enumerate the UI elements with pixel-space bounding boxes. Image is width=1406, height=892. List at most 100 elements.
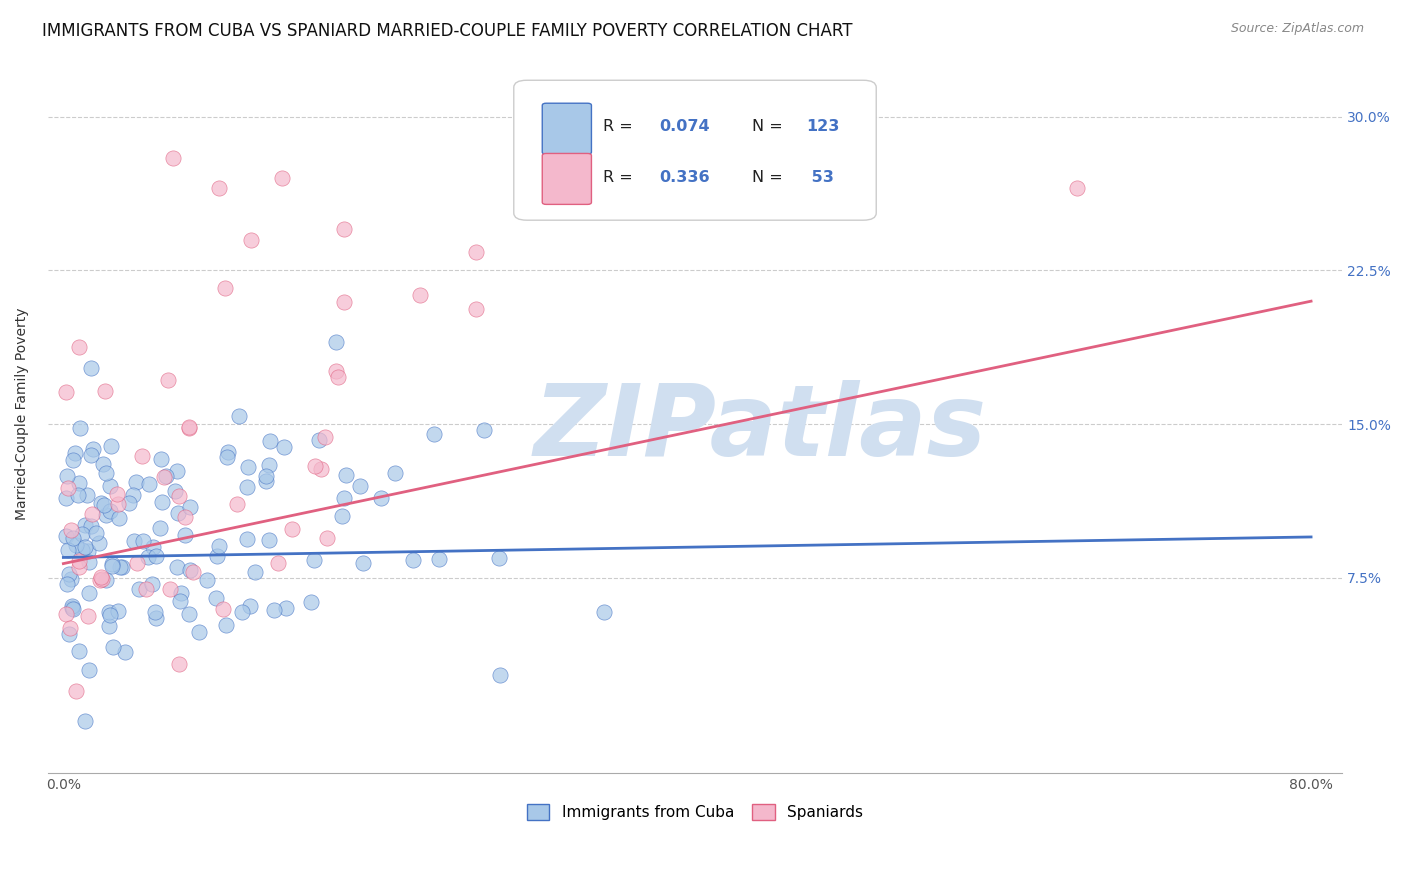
Immigrants from Cuba (167, 506, 190, 520)
Spaniards (67, 554, 90, 568)
Immigrants from Cuba (593, 605, 616, 619)
Spaniards (266, 556, 288, 570)
Spaniards (314, 430, 336, 444)
Immigrants from Cuba (352, 556, 374, 570)
Spaniards (183, 565, 205, 579)
Immigrants from Cuba (330, 508, 353, 523)
Spaniards (333, 295, 356, 310)
Immigrants from Cuba (56, 469, 79, 483)
Immigrants from Cuba (259, 458, 281, 472)
Spaniards (59, 523, 82, 537)
Immigrants from Cuba (72, 527, 94, 541)
Immigrants from Cuba (110, 560, 132, 574)
Spaniards (239, 233, 262, 247)
Spaniards (55, 385, 77, 400)
Immigrants from Cuba (273, 441, 295, 455)
Immigrants from Cuba (155, 469, 177, 483)
Immigrants from Cuba (141, 576, 163, 591)
Spaniards (645, 171, 668, 186)
Immigrants from Cuba (100, 439, 122, 453)
Immigrants from Cuba (335, 468, 357, 483)
Legend: Immigrants from Cuba, Spaniards: Immigrants from Cuba, Spaniards (520, 797, 870, 826)
Immigrants from Cuba (236, 533, 259, 547)
Immigrants from Cuba (98, 503, 121, 517)
Immigrants from Cuba (208, 539, 231, 553)
Spaniards (780, 195, 803, 210)
Immigrants from Cuba (245, 566, 267, 580)
Immigrants from Cuba (489, 668, 512, 682)
Immigrants from Cuba (169, 594, 191, 608)
Immigrants from Cuba (259, 434, 281, 449)
Immigrants from Cuba (402, 553, 425, 567)
Spaniards (177, 420, 200, 434)
Spaniards (179, 421, 201, 435)
Immigrants from Cuba (145, 549, 167, 563)
Immigrants from Cuba (55, 529, 77, 543)
Immigrants from Cuba (97, 605, 120, 619)
Immigrants from Cuba (256, 469, 278, 483)
Immigrants from Cuba (179, 500, 201, 514)
Text: R =: R = (603, 120, 638, 135)
Spaniards (58, 481, 80, 495)
Spaniards (169, 489, 191, 503)
Spaniards (409, 287, 432, 301)
Immigrants from Cuba (70, 543, 93, 558)
Immigrants from Cuba (84, 526, 107, 541)
Immigrants from Cuba (205, 591, 228, 605)
Immigrants from Cuba (427, 552, 450, 566)
Immigrants from Cuba (122, 533, 145, 548)
Spaniards (65, 684, 87, 698)
Immigrants from Cuba (301, 594, 323, 608)
Spaniards (325, 364, 347, 378)
Immigrants from Cuba (114, 645, 136, 659)
Immigrants from Cuba (142, 541, 165, 555)
Spaniards (211, 602, 233, 616)
Immigrants from Cuba (103, 640, 125, 655)
Text: N =: N = (752, 120, 787, 135)
Immigrants from Cuba (60, 599, 83, 614)
Immigrants from Cuba (80, 448, 103, 462)
Immigrants from Cuba (254, 474, 277, 488)
Spaniards (159, 582, 181, 597)
Immigrants from Cuba (138, 477, 160, 491)
Text: 0.074: 0.074 (659, 120, 710, 135)
Immigrants from Cuba (472, 423, 495, 437)
Text: 53: 53 (806, 169, 834, 185)
Immigrants from Cuba (97, 619, 120, 633)
Immigrants from Cuba (125, 475, 148, 489)
Immigrants from Cuba (77, 544, 100, 558)
Spaniards (621, 87, 644, 102)
Immigrants from Cuba (60, 601, 83, 615)
Immigrants from Cuba (205, 549, 228, 563)
Spaniards (214, 280, 236, 294)
Spaniards (89, 573, 111, 587)
Text: R =: R = (603, 169, 638, 185)
Immigrants from Cuba (65, 538, 87, 552)
Immigrants from Cuba (107, 604, 129, 618)
Spaniards (464, 301, 486, 316)
Immigrants from Cuba (308, 433, 330, 447)
Spaniards (326, 370, 349, 384)
Immigrants from Cuba (55, 576, 77, 591)
Spaniards (316, 531, 339, 545)
Immigrants from Cuba (77, 555, 100, 569)
Immigrants from Cuba (58, 626, 80, 640)
Immigrants from Cuba (179, 563, 201, 577)
Immigrants from Cuba (488, 551, 510, 566)
Immigrants from Cuba (118, 496, 141, 510)
Immigrants from Cuba (89, 536, 111, 550)
Immigrants from Cuba (58, 567, 80, 582)
Immigrants from Cuba (149, 521, 172, 535)
Spaniards (105, 487, 128, 501)
Immigrants from Cuba (231, 605, 253, 619)
Immigrants from Cuba (107, 511, 129, 525)
Immigrants from Cuba (215, 617, 238, 632)
Text: ZIPatlas: ZIPatlas (533, 380, 986, 477)
Text: 0.336: 0.336 (659, 169, 710, 185)
Spaniards (162, 151, 184, 165)
Immigrants from Cuba (66, 488, 89, 502)
Immigrants from Cuba (67, 476, 90, 491)
Immigrants from Cuba (82, 442, 104, 456)
Spaniards (55, 607, 77, 622)
Immigrants from Cuba (62, 602, 84, 616)
